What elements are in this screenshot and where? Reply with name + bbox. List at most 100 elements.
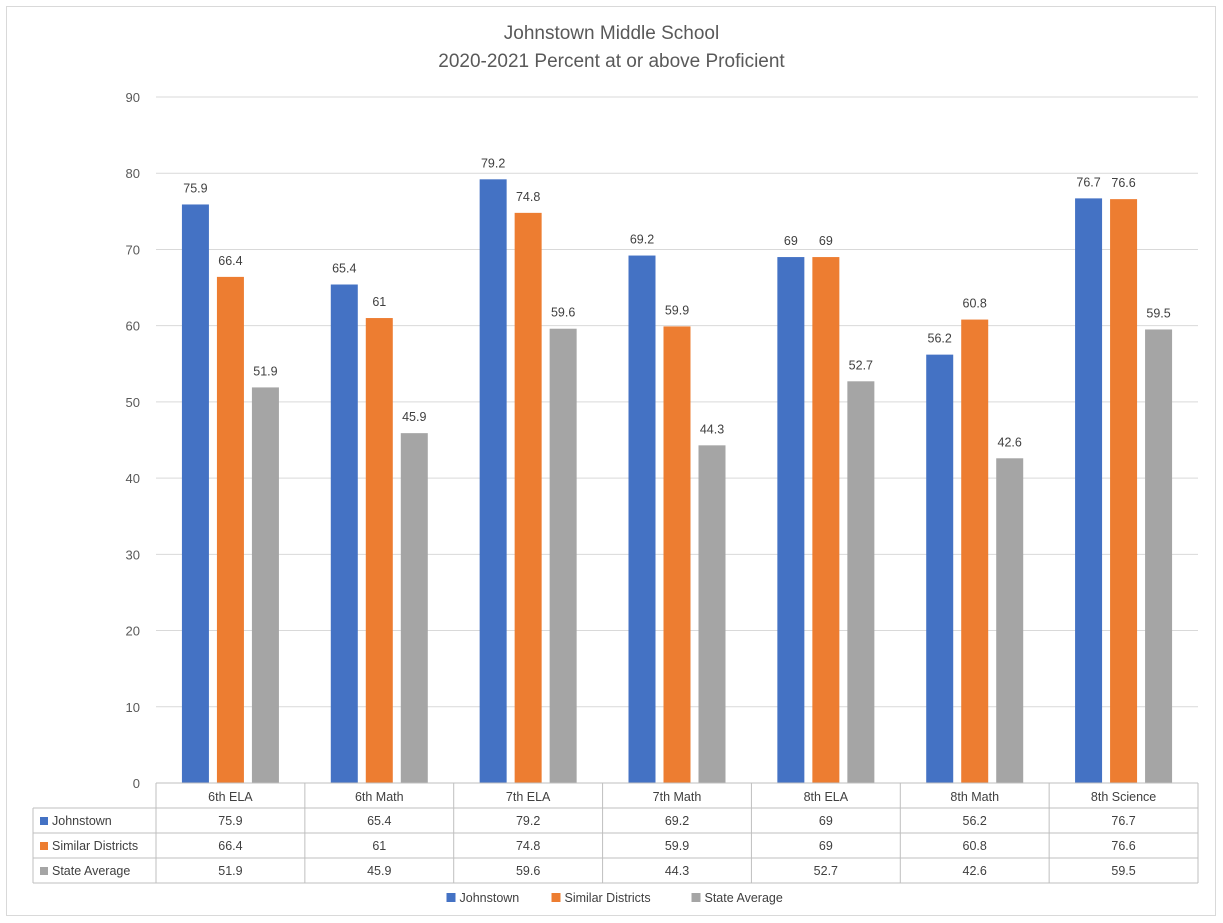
legend-label: Johnstown [460, 891, 520, 905]
table-row-label: Johnstown [52, 814, 112, 828]
table-cell: 59.9 [665, 839, 689, 853]
table-legend-key [40, 867, 48, 875]
y-tick-label: 20 [126, 624, 140, 639]
data-label: 75.9 [183, 181, 207, 195]
bar [251, 387, 279, 783]
chart-title-line-2: 2020-2021 Percent at or above Proficient [438, 51, 785, 72]
bar [400, 433, 428, 783]
table-cell: 59.6 [516, 864, 540, 878]
bar [1075, 198, 1103, 783]
category-label: 8th ELA [804, 790, 849, 804]
data-label: 45.9 [402, 410, 426, 424]
data-label: 51.9 [253, 364, 277, 378]
y-tick-label: 60 [126, 319, 140, 334]
table-cell: 66.4 [218, 839, 242, 853]
y-tick-label: 90 [126, 90, 140, 105]
legend-key [551, 893, 561, 902]
data-label: 76.7 [1076, 175, 1100, 189]
bar [1110, 199, 1138, 784]
table-cell: 45.9 [367, 864, 391, 878]
bar [628, 255, 656, 783]
bar [365, 318, 393, 783]
gridlines [156, 96, 1198, 708]
data-label: 59.9 [665, 303, 689, 317]
table-cell: 65.4 [367, 814, 391, 828]
table-cell: 61 [372, 839, 386, 853]
table-cell: 52.7 [814, 864, 838, 878]
table-row-label: Similar Districts [52, 839, 138, 853]
legend-key [446, 893, 456, 902]
data-label: 69.2 [630, 233, 654, 247]
legend-label: State Average [705, 891, 783, 905]
data-labels: 75.9 66.4 51.9 65.4 61 45.9 79.2 74.8 59.6 69.2 59… [183, 156, 1171, 449]
table-cell: 69 [819, 839, 833, 853]
legend-key [691, 893, 701, 902]
data-label: 61 [372, 295, 386, 309]
y-tick-label: 80 [126, 166, 140, 181]
data-label: 59.6 [551, 306, 575, 320]
bar [847, 381, 875, 783]
legend-label: Similar Districts [565, 891, 651, 905]
data-label: 42.6 [998, 435, 1022, 449]
y-axis-ticks: 0 10 20 30 40 50 60 70 80 90 [126, 90, 140, 791]
data-label: 44.3 [700, 422, 724, 436]
bar [514, 212, 542, 783]
bar [330, 284, 358, 783]
table-row-label: State Average [52, 864, 130, 878]
bar [181, 204, 209, 783]
data-label: 79.2 [481, 156, 505, 170]
bar [698, 445, 726, 783]
category-label: 6th Math [355, 790, 404, 804]
data-label: 56.2 [928, 332, 952, 346]
data-label: 69 [819, 234, 833, 248]
y-tick-label: 50 [126, 395, 140, 410]
table-legend-key [40, 817, 48, 825]
bar [926, 354, 954, 783]
category-label: 7th Math [653, 790, 702, 804]
bar [479, 179, 507, 783]
table-cell: 56.2 [963, 814, 987, 828]
chart-title-line-1: Johnstown Middle School [504, 23, 719, 44]
category-label: 6th ELA [208, 790, 253, 804]
legend: Johnstown Similar Districts State Average [446, 891, 783, 905]
bar [961, 319, 989, 783]
data-table: 6th ELA 6th Math 7th ELA 7th Math 8th ELA 8th… [32, 782, 1199, 884]
table-cell: 74.8 [516, 839, 540, 853]
table-cell: 75.9 [218, 814, 242, 828]
data-label: 74.8 [516, 190, 540, 204]
data-label: 52.7 [849, 358, 873, 372]
bar [812, 257, 840, 784]
category-label: 8th Math [950, 790, 999, 804]
bar [216, 276, 244, 783]
category-label: 8th Science [1091, 790, 1156, 804]
y-tick-label: 10 [126, 700, 140, 715]
data-label: 60.8 [963, 297, 987, 311]
y-tick-label: 30 [126, 547, 140, 562]
table-cell: 69 [819, 814, 833, 828]
table-cell: 79.2 [516, 814, 540, 828]
y-tick-label: 70 [126, 242, 140, 257]
data-label: 59.5 [1146, 306, 1170, 320]
table-legend-key [40, 842, 48, 850]
table-cell: 42.6 [963, 864, 987, 878]
bar [663, 326, 691, 783]
bar [1145, 329, 1173, 783]
y-tick-label: 40 [126, 471, 140, 486]
table-cell: 59.5 [1111, 864, 1135, 878]
data-label: 76.6 [1111, 176, 1135, 190]
category-label: 7th ELA [506, 790, 551, 804]
table-cell: 76.6 [1111, 839, 1135, 853]
bar [996, 458, 1024, 783]
bar [777, 257, 805, 784]
table-cell: 44.3 [665, 864, 689, 878]
table-cell: 51.9 [218, 864, 242, 878]
table-cell: 60.8 [963, 839, 987, 853]
bar [549, 328, 577, 783]
y-tick-label: 0 [133, 776, 140, 791]
bars [181, 179, 1173, 784]
data-label: 65.4 [332, 262, 356, 276]
table-cell: 76.7 [1111, 814, 1135, 828]
table-cell: 69.2 [665, 814, 689, 828]
data-label: 69 [784, 234, 798, 248]
